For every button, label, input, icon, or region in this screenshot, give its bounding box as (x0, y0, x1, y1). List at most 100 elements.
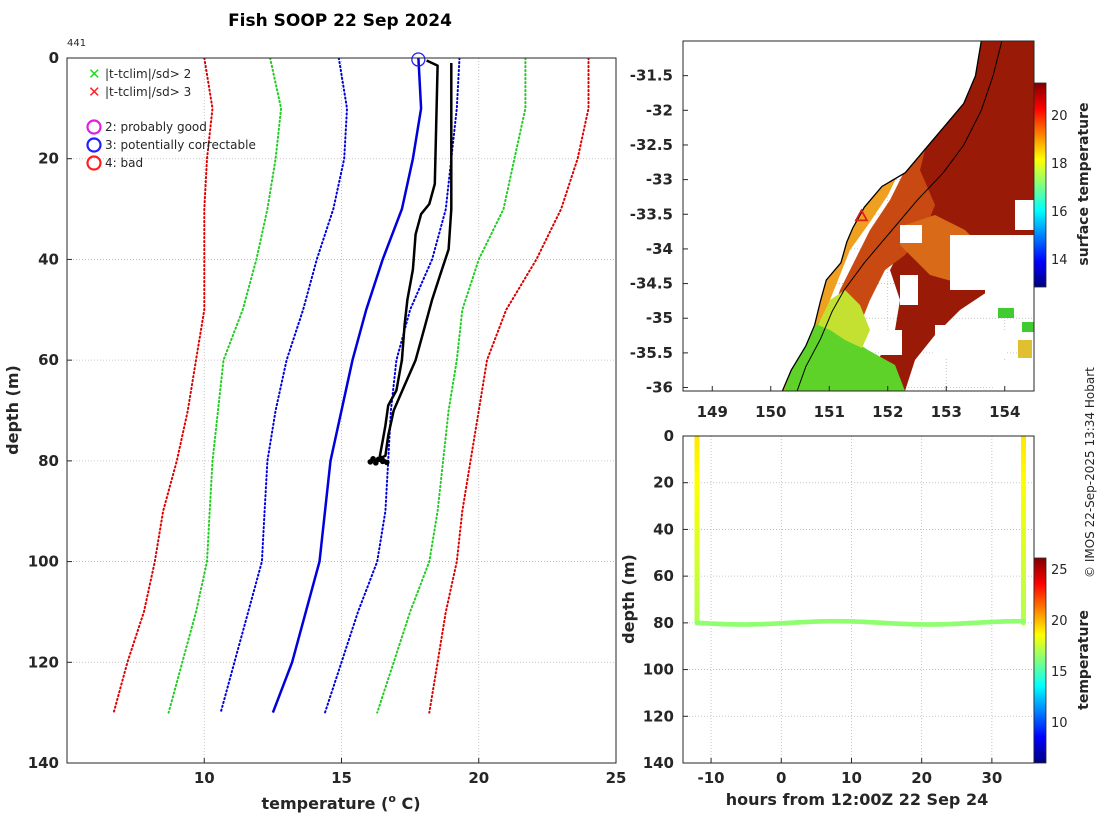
profile-x-tick-label: 25 (606, 769, 627, 787)
profile-legend: ✕ |t-tclim|/sd> 2 ✕ |t-tclim|/sd> 3 2: p… (86, 65, 256, 171)
legend-circle-flag2 (86, 119, 102, 135)
map-y-tick-label: -31.5 (630, 67, 673, 85)
profile-y-tick-label: 20 (38, 150, 59, 168)
legend-circle-flag4 (86, 155, 102, 171)
legend-label-flag3: 3: potentially correctable (105, 138, 256, 152)
map-ship-track (796, 41, 1003, 391)
map-y-tick-label: -34 (646, 240, 673, 258)
legend-label-flag2: 2: probably good (105, 120, 207, 134)
station-triangle-marker (854, 208, 869, 222)
map-x-tick-label: 149 (697, 403, 728, 421)
profile-marker-group (411, 52, 426, 67)
legend-label-3sd: |t-tclim|/sd> 3 (105, 85, 191, 99)
legend-x-marker-3sd: ✕ (88, 83, 101, 101)
profile-y-tick-label: 0 (49, 49, 59, 67)
map-x-tick-label: 154 (989, 403, 1020, 421)
offshore-yellow-patch (1018, 340, 1032, 358)
cloud-gaps (880, 200, 1034, 391)
map-colorbar-ticks: 20 18 16 14 (1051, 109, 1068, 268)
profile-line-profile-downcast (378, 59, 439, 462)
map-x-tick-label: 151 (814, 403, 845, 421)
ts-cbar-tick-25: 25 (1051, 563, 1068, 578)
map-coastline (781, 41, 982, 391)
map-y-tick-label: -36 (646, 379, 673, 397)
map-x-ticks: 149 150 151 152 153 154 (697, 386, 1020, 421)
credit-text: © IMOS 22-Sep-2025 13:34 Hobart (1083, 367, 1097, 578)
profile-y-axis-label: depth (m) (3, 365, 22, 455)
profile-line-profile-upcast (373, 63, 453, 463)
depth-time-y-tick-label: 20 (653, 474, 674, 492)
profile-id: 441 (67, 38, 86, 49)
depth-time-points (694, 436, 1027, 627)
offshore-green-patches (998, 308, 1034, 332)
map-x-tick-label: 153 (931, 403, 962, 421)
profile-y-tick-label: 100 (28, 553, 59, 571)
profile-x-axis-label: temperature (o C) (261, 792, 420, 813)
profile-x-tick-label: 15 (331, 769, 352, 787)
profile-bottom-point (383, 459, 390, 466)
legend-circle-flag3 (86, 137, 102, 153)
profile-y-tick-label: 60 (38, 351, 59, 369)
depth-time-y-tick-label: 80 (653, 614, 674, 632)
profile-y-tick-label: 80 (38, 452, 59, 470)
bottom-transect-point (1021, 618, 1026, 624)
map-x-tick-label: 152 (872, 403, 903, 421)
profile-line-climatology-1sd (219, 58, 348, 714)
depth-time-y-tick-label: 60 (653, 567, 674, 585)
map-cbar-tick-20: 20 (1051, 109, 1068, 124)
legend-label-2sd: |t-tclim|/sd> 2 (105, 67, 191, 81)
depth-time-y-axis-label: depth (m) (619, 554, 638, 644)
legend-label-flag4: 4: bad (105, 156, 143, 170)
depth-time-y-tick-label: 0 (664, 427, 674, 445)
map-y-ticks: -31.5 -32 -32.5 -33 -33.5 -34 -34.5 -35 -35.5 -36 (630, 67, 688, 397)
map-y-tick-label: -34.5 (630, 275, 673, 293)
map-cbar-tick-14: 14 (1051, 253, 1068, 268)
map-y-tick-label: -33.5 (630, 205, 673, 223)
map-colorbar-label: surface temperature (1076, 102, 1092, 265)
profile-x-tick-label: 10 (194, 769, 215, 787)
depth-time-x-axis-label: hours from 12:00Z 22 Sep 24 (726, 790, 988, 809)
depth-time-colorbar (1033, 557, 1047, 764)
depth-time-y-tick-label: 100 (643, 661, 674, 679)
profile-x-ticks: 10 15 20 25 (194, 758, 627, 787)
profile-line-climatology-2sd (376, 58, 527, 714)
profile-panel: 10 15 20 25 0 20 40 60 80 100 120 140 temperature … (3, 49, 626, 813)
sst-map-panel: 149 150 151 152 153 154 -31.5 -32 -32.5 -33 -33.5… (630, 40, 1092, 421)
profile-y-ticks: 0 20 40 60 80 100 120 140 (28, 49, 72, 772)
profile-line-climatology-mean (271, 58, 423, 714)
map-cbar-tick-18: 18 (1051, 157, 1068, 172)
profile-y-tick-label: 140 (28, 754, 59, 772)
profile-line-climatology-2sd (167, 58, 283, 714)
profile-line-climatology-3sd (428, 58, 590, 714)
map-land (683, 41, 982, 391)
map-x-tick-label: 150 (755, 403, 786, 421)
depth-time-x-tick-label: 30 (981, 769, 1002, 787)
depth-time-x-tick-label: -10 (698, 769, 725, 787)
ts-cbar-tick-20: 20 (1051, 614, 1068, 629)
sst-cool-coastal (784, 318, 905, 391)
depth-time-colorbar-ticks: 25 20 15 10 (1051, 563, 1068, 731)
depth-time-colorbar-label: temperature (1076, 610, 1092, 710)
depth-time-y-tick-label: 40 (653, 520, 674, 538)
depth-time-y-tick-label: 140 (643, 754, 674, 772)
legend-x-marker-2sd: ✕ (88, 65, 101, 83)
ts-cbar-tick-15: 15 (1051, 665, 1068, 680)
profile-x-tick-label: 20 (468, 769, 489, 787)
profile-y-tick-label: 120 (28, 653, 59, 671)
map-y-tick-label: -35.5 (630, 344, 673, 362)
depth-time-x-tick-label: 10 (841, 769, 862, 787)
map-field (683, 41, 1034, 391)
depth-time-y-tick-label: 120 (643, 707, 674, 725)
depth-time-x-ticks: -10 0 10 20 30 (698, 758, 1002, 787)
depth-time-panel: -10 0 10 20 30 0 20 40 60 80 100 120 140 hours from… (619, 427, 1092, 809)
map-y-tick-label: -35 (646, 309, 673, 327)
profile-flag-circle-marker (411, 52, 426, 67)
map-y-tick-label: -32.5 (630, 136, 673, 154)
map-y-tick-label: -32 (646, 101, 673, 119)
profile-bottom-point (370, 456, 376, 462)
depth-time-grid (683, 435, 1034, 764)
sst-yellow-green-band (818, 290, 870, 348)
profile-line-climatology-3sd (112, 58, 214, 714)
figure-title: Fish SOOP 22 Sep 2024 (228, 11, 452, 31)
